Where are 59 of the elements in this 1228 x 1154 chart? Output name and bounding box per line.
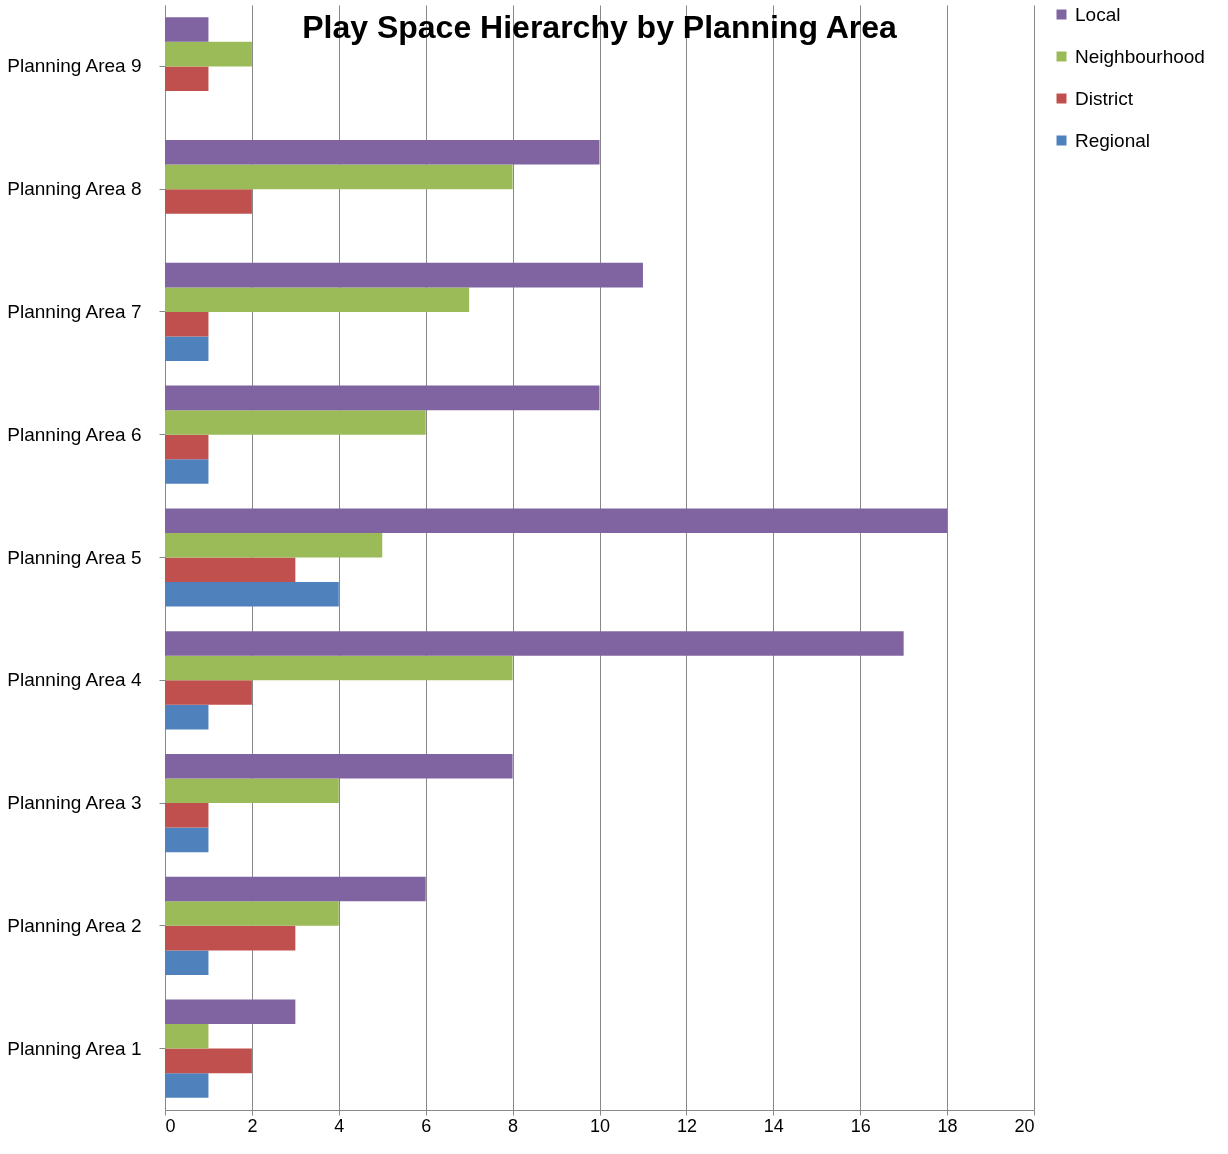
bar [165,876,426,902]
x-tick-label: 16 [850,1115,871,1136]
y-tick-label: Planning Area 4 [7,669,142,691]
bar [165,950,209,975]
bar [165,66,209,91]
bar [165,189,252,214]
bar [165,753,513,779]
bar [165,704,209,730]
bar [165,680,252,705]
x-tick-label: 18 [937,1115,958,1136]
bar [165,901,339,926]
legend-label: Regional [1075,129,1150,151]
bar [165,655,513,681]
bar [165,262,643,288]
bar [165,336,209,362]
bar [165,287,470,312]
bar [165,311,209,337]
bar [165,140,600,165]
y-tick-label: Planning Area 5 [7,546,142,568]
bar [165,827,209,853]
bar [165,459,209,484]
bar [165,532,383,558]
x-tick-label: 12 [676,1115,697,1136]
y-tick-label: Planning Area 9 [7,55,142,77]
y-tick-label: Planning Area 2 [7,914,142,936]
y-tick-label: Planning Area 6 [7,423,142,445]
y-tick-label: Planning Area 3 [7,792,142,814]
bar [165,1048,252,1074]
y-tick-label: Planning Area 1 [7,1037,142,1059]
bar [165,41,252,67]
bar [165,582,339,607]
x-tick-label: 4 [334,1115,345,1136]
bar [165,17,209,42]
bar [165,999,296,1025]
x-tick-label: 10 [589,1115,611,1136]
bar [165,925,296,951]
y-tick-label: Planning Area 8 [7,178,142,200]
x-tick-label: 6 [421,1115,432,1136]
x-tick-label: 2 [247,1115,258,1136]
bar [165,385,600,411]
bar [165,803,209,828]
bar [165,410,426,435]
x-tick-label: 0 [165,1115,176,1136]
y-tick-label: Planning Area 7 [7,300,142,322]
chart-title: Play Space Hierarchy by Planning Area [302,9,898,45]
legend-label: District [1075,87,1134,109]
bar [165,164,513,190]
x-tick-label: 14 [763,1115,784,1136]
legend-label: Neighbourhood [1075,45,1205,67]
bar [165,508,948,533]
bar [165,778,339,804]
bar [165,631,904,656]
bar [165,1073,209,1098]
bar [165,1024,209,1049]
bar [165,434,209,460]
x-tick-label: 8 [508,1115,519,1136]
legend-label: Local [1075,3,1121,25]
x-tick-label: 20 [1014,1115,1035,1136]
bar [165,557,296,583]
